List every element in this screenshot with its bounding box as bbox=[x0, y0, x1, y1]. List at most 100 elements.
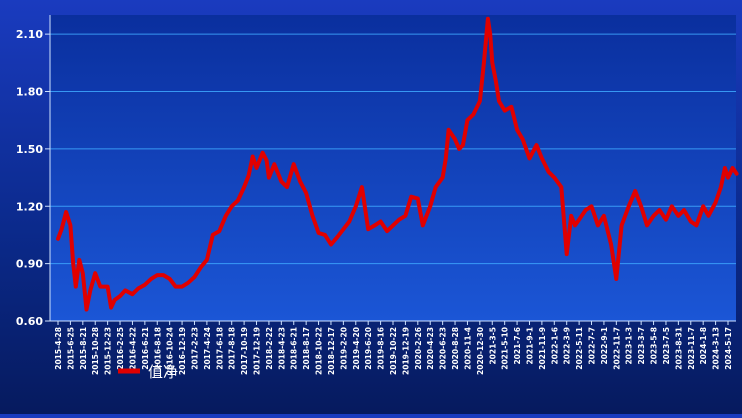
x-tick-label: 2018-4-23 bbox=[277, 327, 286, 370]
data-point bbox=[609, 242, 613, 247]
gridlines bbox=[49, 15, 736, 322]
x-tick-label: 2019-12-19 bbox=[401, 327, 410, 375]
data-point bbox=[403, 214, 407, 218]
data-point bbox=[397, 218, 401, 222]
data-point bbox=[441, 176, 445, 180]
data-point bbox=[569, 214, 573, 218]
data-point bbox=[242, 185, 246, 189]
data-point bbox=[174, 285, 178, 289]
data-point bbox=[596, 223, 600, 227]
data-point bbox=[56, 237, 60, 241]
x-tick-label: 2021-9-1 bbox=[525, 327, 534, 365]
x-tick-label: 2020-2-26 bbox=[414, 327, 423, 370]
x-tick-label: 2018-6-21 bbox=[290, 327, 299, 370]
plot-area bbox=[50, 15, 736, 321]
data-point bbox=[428, 204, 432, 208]
x-tick-label: 2020-4-23 bbox=[426, 327, 435, 370]
data-point bbox=[614, 277, 618, 281]
y-tick-label: 0.90 bbox=[16, 258, 43, 271]
data-point bbox=[497, 99, 501, 103]
data-point bbox=[279, 179, 283, 183]
data-point bbox=[93, 271, 97, 275]
x-tick-label: 2019-6-20 bbox=[364, 327, 373, 370]
x-tick-label: 2023-3-7 bbox=[637, 327, 646, 365]
data-point bbox=[60, 227, 64, 231]
x-tick-label: 2022-3-9 bbox=[563, 327, 572, 365]
data-point bbox=[664, 218, 668, 222]
y-tick-label: 1.20 bbox=[16, 200, 43, 213]
data-point bbox=[735, 172, 739, 176]
data-point bbox=[565, 252, 569, 256]
data-point bbox=[657, 208, 662, 212]
data-point bbox=[379, 219, 383, 224]
data-point bbox=[652, 214, 656, 218]
x-tick-label: 2021-7-6 bbox=[513, 327, 522, 365]
x-tick-label: 2022-9-1 bbox=[600, 327, 609, 365]
data-point bbox=[247, 174, 251, 178]
data-point bbox=[236, 198, 240, 203]
data-point bbox=[682, 208, 686, 212]
data-point bbox=[272, 162, 276, 166]
x-tick-label: 2022-11-7 bbox=[612, 327, 621, 370]
x-tick-label: 2016-2-25 bbox=[116, 327, 125, 370]
data-point bbox=[230, 204, 234, 208]
data-point bbox=[385, 229, 389, 233]
y-axis-ticks: 0.60 0.90 1.20 1.50 1.80 2.10 bbox=[16, 28, 50, 328]
data-point bbox=[719, 185, 723, 189]
x-tick-label: 2018-8-17 bbox=[302, 327, 311, 370]
x-tick-label: 2021-5-10 bbox=[501, 327, 510, 370]
data-point bbox=[335, 235, 340, 239]
x-tick-label: 2015-4-28 bbox=[54, 327, 63, 370]
x-tick-label: 2017-12-19 bbox=[253, 327, 262, 375]
data-point bbox=[217, 229, 221, 233]
data-point bbox=[106, 285, 110, 289]
x-tick-label: 2016-8-18 bbox=[153, 327, 162, 370]
data-point bbox=[731, 166, 735, 170]
data-point bbox=[149, 277, 153, 281]
data-point bbox=[627, 204, 631, 208]
data-point bbox=[670, 204, 674, 208]
x-tick-label: 2022-1-6 bbox=[550, 327, 559, 365]
data-point bbox=[515, 128, 519, 132]
x-tick-label: 2020-6-23 bbox=[439, 327, 448, 370]
x-tick-label: 2024-3-13 bbox=[712, 327, 721, 370]
x-tick-label: 2015-12-23 bbox=[104, 327, 113, 375]
data-point bbox=[68, 223, 72, 227]
data-point bbox=[645, 223, 649, 227]
data-point bbox=[676, 214, 681, 218]
data-point bbox=[186, 281, 190, 285]
data-point bbox=[689, 219, 693, 224]
data-point bbox=[494, 80, 498, 84]
data-point bbox=[527, 156, 532, 160]
data-point bbox=[180, 285, 184, 289]
data-point bbox=[546, 170, 551, 174]
data-point bbox=[366, 227, 370, 231]
data-point bbox=[77, 258, 81, 262]
x-axis-ticks: 2015-4-28 2015-6-25 2015-8-21 2015-10-28 201… bbox=[54, 321, 733, 375]
data-point bbox=[310, 214, 315, 218]
data-point bbox=[304, 191, 308, 195]
x-tick-label: 2020-11-4 bbox=[463, 327, 472, 370]
x-tick-label: 2021-3-5 bbox=[488, 327, 497, 365]
data-point bbox=[416, 197, 420, 201]
data-point bbox=[723, 166, 727, 170]
x-tick-label: 2019-10-22 bbox=[389, 327, 398, 375]
data-point bbox=[434, 185, 438, 189]
data-point bbox=[447, 128, 451, 132]
data-point bbox=[521, 137, 525, 141]
data-point bbox=[341, 227, 345, 231]
data-point bbox=[323, 233, 327, 237]
data-point bbox=[74, 285, 78, 289]
data-point bbox=[478, 99, 482, 103]
x-tick-label: 2016-10-24 bbox=[166, 327, 175, 375]
data-point bbox=[633, 189, 637, 193]
x-tick-label: 2023-8-31 bbox=[674, 327, 683, 370]
data-point bbox=[168, 277, 172, 281]
data-point bbox=[285, 185, 289, 189]
data-point bbox=[267, 176, 271, 180]
data-point bbox=[461, 143, 465, 147]
data-point bbox=[123, 288, 127, 292]
data-point bbox=[444, 156, 448, 160]
series-layer bbox=[56, 16, 739, 312]
